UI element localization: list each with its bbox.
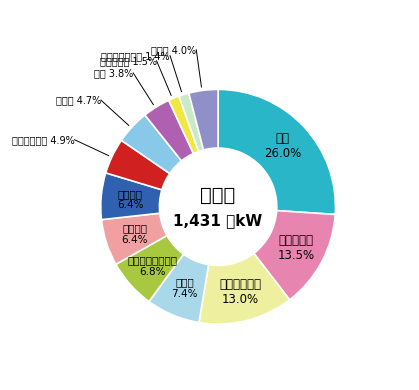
Text: フィリピン
13.5%: フィリピン 13.5% [277, 234, 314, 262]
Wedge shape [189, 89, 218, 150]
Wedge shape [149, 254, 209, 323]
Text: トルコ
7.4%: トルコ 7.4% [171, 277, 198, 299]
Wedge shape [218, 89, 336, 215]
Wedge shape [101, 173, 162, 220]
Text: 世界計: 世界計 [200, 186, 236, 204]
Wedge shape [169, 96, 199, 154]
Wedge shape [106, 140, 170, 190]
Text: その他 4.0%: その他 4.0% [151, 45, 196, 55]
Text: メキシコ
6.4%: メキシコ 6.4% [122, 223, 148, 245]
Text: ケニア 4.7%: ケニア 4.7% [56, 95, 101, 105]
Wedge shape [145, 100, 194, 161]
Text: 日本 3.8%: 日本 3.8% [94, 68, 133, 78]
Text: 1,431 万kW: 1,431 万kW [173, 213, 263, 228]
Text: インドネシア
13.0%: インドネシア 13.0% [219, 278, 261, 306]
Text: エルサルバドル 1.4%: エルサルバドル 1.4% [101, 51, 170, 61]
Wedge shape [254, 211, 335, 300]
Wedge shape [199, 253, 290, 324]
Wedge shape [101, 213, 167, 264]
Text: アイスランド 4.9%: アイスランド 4.9% [12, 135, 75, 145]
Wedge shape [116, 236, 184, 301]
Wedge shape [122, 115, 181, 174]
Text: ニュージーランド
6.8%: ニュージーランド 6.8% [128, 255, 178, 277]
Text: 米国
26.0%: 米国 26.0% [264, 133, 301, 161]
Text: イタリア
6.4%: イタリア 6.4% [117, 189, 144, 210]
Text: コスタリカ 1.5%: コスタリカ 1.5% [100, 56, 157, 66]
Wedge shape [179, 93, 204, 151]
